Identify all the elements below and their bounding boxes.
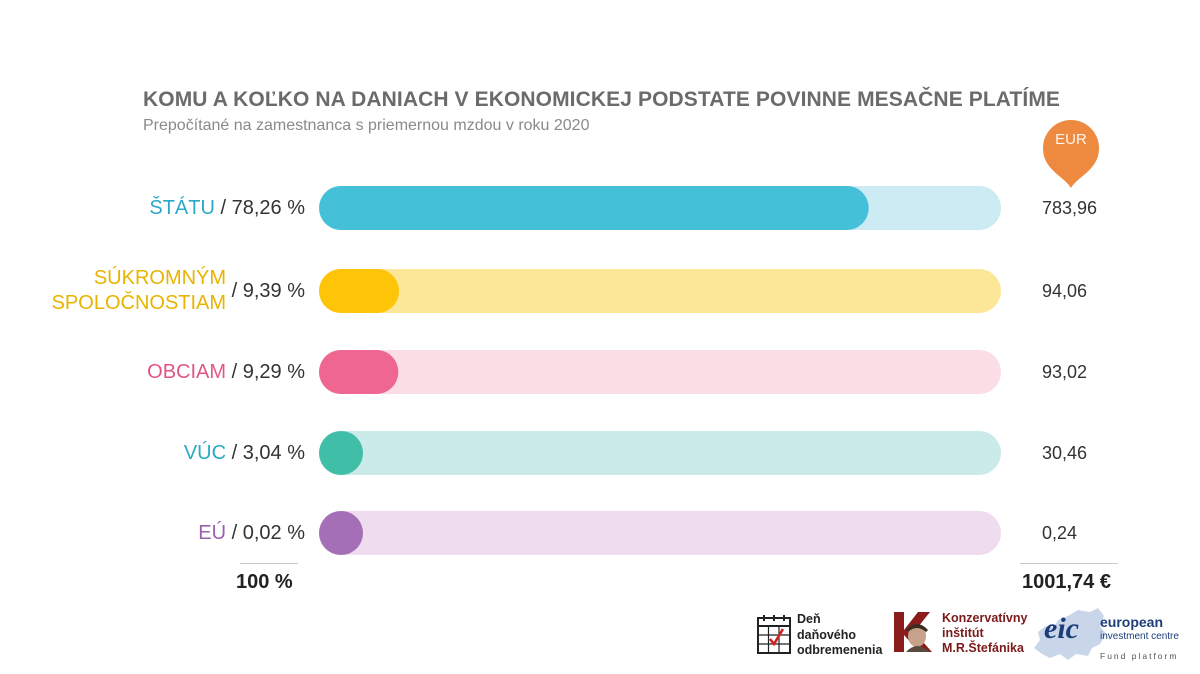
- row-label-share: / 9,29 %: [226, 361, 305, 383]
- row-label-name: ŠTÁTU: [149, 197, 215, 219]
- row-label: ŠTÁTU / 78,26 %: [149, 195, 305, 221]
- logo-kimrs-line-3: M.R.Štefánika: [942, 641, 1024, 655]
- logo-european-investment-centre: eic european investment centre Fund plat…: [1028, 604, 1193, 666]
- logo-den-line-2: daňového: [797, 627, 857, 642]
- row-label-name: OBCIAM: [147, 361, 227, 383]
- logo-kimrs-line-2: inštitút: [942, 626, 984, 640]
- bar-3: [319, 350, 399, 394]
- europe-map-icon: [1034, 608, 1106, 660]
- logo-kimrs-line-1: Konzervatívny: [942, 611, 1028, 625]
- logo-den-line-1: Deň: [797, 612, 821, 626]
- row-value: 0,24: [1042, 523, 1078, 543]
- row-label-name: SPOLOČNOSTIAM: [51, 292, 227, 314]
- row-label: VÚC / 3,04 %: [184, 440, 305, 466]
- row-label: EÚ / 0,02 %: [198, 520, 305, 546]
- bar-1: [319, 186, 869, 230]
- bar-track: [319, 511, 1001, 555]
- row-label-name: SÚKROMNÝM: [93, 267, 227, 289]
- row-label-name: VÚC: [183, 442, 227, 464]
- calendar-check-icon: [757, 615, 791, 654]
- bar-track: [319, 431, 1001, 475]
- bar-5: [319, 511, 363, 555]
- logo-eic-tagline: Fund platform: [1100, 651, 1179, 661]
- portrait-k-icon: [892, 610, 934, 654]
- logo-konzervativny-institut: Konzervatívny inštitút M.R.Štefánika: [892, 610, 1027, 660]
- row-label-share: / 9,39 %: [226, 280, 305, 302]
- total-rule-right: [1020, 563, 1118, 564]
- row-label: OBCIAM / 9,29 %: [147, 359, 305, 385]
- logo-eic-line-1: european: [1100, 614, 1164, 630]
- bar-track: [319, 350, 1001, 394]
- row-value: 94,06: [1042, 281, 1088, 301]
- logo-den-danoveho-odbremenenia: Deň daňového odbremenenia: [755, 612, 890, 660]
- total-rule-left: [240, 563, 298, 564]
- logo-eic-mark: eic: [1044, 612, 1079, 645]
- eur-badge-label: EUR: [1055, 131, 1087, 148]
- row-label-name: EÚ: [198, 522, 227, 544]
- logo-den-line-3: odbremenenia: [797, 643, 883, 657]
- row-value: 783,96: [1042, 198, 1098, 218]
- eur-badge-icon: [1043, 120, 1099, 188]
- chart-title: KOMU A KOĽKO NA DANIACH V EKONOMICKEJ PO…: [143, 88, 1061, 111]
- total-share: 100 %: [236, 571, 293, 593]
- row-label: SÚKROMNÝM SPOLOČNOSTIAM / 9,39 %: [52, 266, 305, 316]
- bar-4: [319, 431, 363, 475]
- row-label-share: / 3,04 %: [226, 442, 305, 464]
- chart-subtitle: Prepočítané na zamestnanca s priemernou …: [143, 117, 590, 134]
- bar-track: [319, 269, 1001, 313]
- total-value: 1001,74 €: [1022, 571, 1111, 593]
- row-value: 30,46: [1042, 443, 1088, 463]
- row-label-share: / 78,26 %: [214, 197, 305, 219]
- row-label-share: / 0,02 %: [226, 522, 305, 544]
- logo-eic-line-2: investment centre: [1100, 631, 1179, 642]
- row-value: 93,02: [1042, 362, 1088, 382]
- bar-2: [319, 269, 400, 313]
